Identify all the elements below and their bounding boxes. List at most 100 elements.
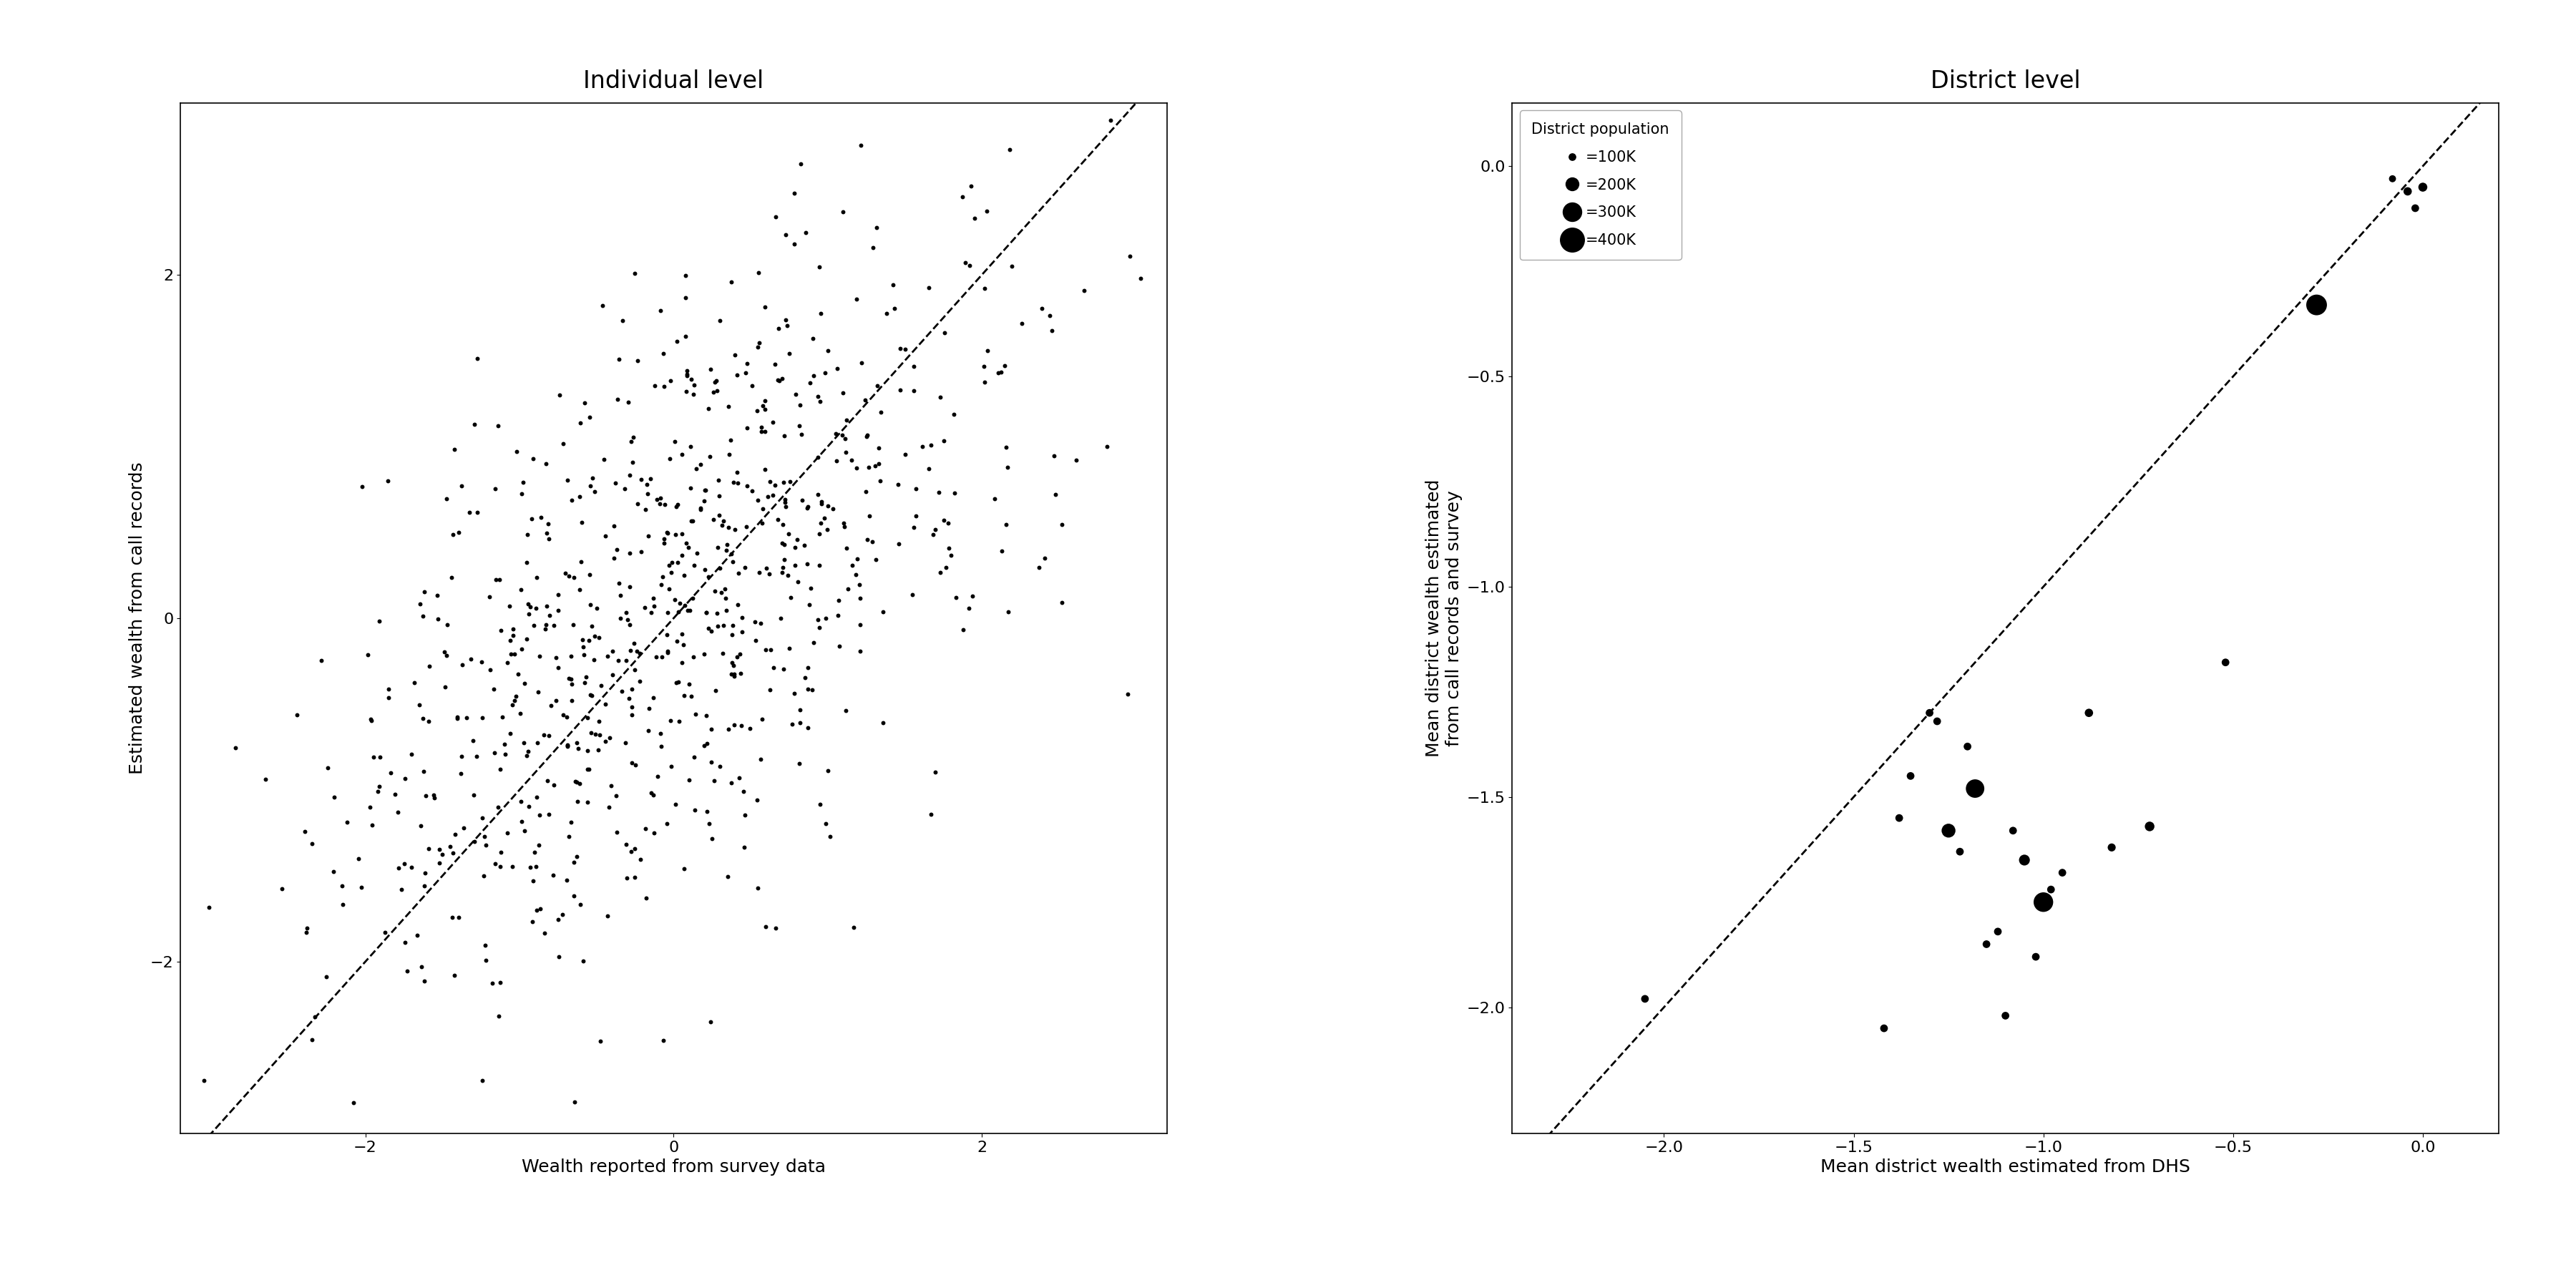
Point bbox=[518, 835, 559, 855]
Point bbox=[786, 667, 827, 688]
Point bbox=[554, 853, 595, 873]
Point bbox=[685, 733, 726, 753]
Point bbox=[294, 1007, 335, 1028]
Point bbox=[963, 357, 1005, 377]
Point bbox=[788, 497, 829, 518]
Point bbox=[927, 513, 969, 533]
Point bbox=[551, 489, 592, 510]
Point bbox=[554, 567, 595, 587]
Point bbox=[685, 480, 726, 501]
Point bbox=[806, 496, 848, 516]
Point bbox=[860, 402, 902, 422]
Point bbox=[500, 703, 541, 724]
Point bbox=[729, 717, 770, 738]
Point bbox=[559, 413, 600, 434]
Point bbox=[634, 587, 675, 608]
Point bbox=[487, 652, 528, 672]
Point bbox=[703, 616, 744, 636]
Point bbox=[577, 598, 618, 618]
Point bbox=[513, 871, 554, 891]
Point bbox=[636, 489, 677, 510]
Point bbox=[703, 511, 744, 532]
Point bbox=[350, 708, 392, 729]
Point bbox=[358, 781, 399, 801]
Point bbox=[502, 732, 544, 752]
Point bbox=[541, 904, 582, 925]
Point bbox=[634, 688, 675, 708]
Point bbox=[621, 469, 662, 489]
Point bbox=[479, 569, 520, 590]
Point bbox=[595, 473, 636, 493]
Point bbox=[698, 470, 739, 491]
Point bbox=[641, 574, 683, 595]
Point bbox=[572, 468, 613, 488]
Point bbox=[654, 590, 696, 611]
Point bbox=[515, 857, 556, 877]
Point bbox=[755, 207, 796, 228]
Point bbox=[307, 966, 348, 987]
Point bbox=[750, 471, 791, 492]
Point bbox=[909, 435, 951, 456]
Point bbox=[556, 732, 598, 752]
Point bbox=[1909, 702, 1950, 723]
Point bbox=[672, 375, 714, 395]
Point bbox=[690, 828, 732, 849]
Legend: =100K, =200K, =300K, =400K: =100K, =200K, =300K, =400K bbox=[1520, 111, 1682, 260]
Point bbox=[453, 831, 495, 851]
Point bbox=[520, 899, 562, 920]
Point bbox=[283, 822, 325, 842]
Point bbox=[786, 498, 827, 519]
Point bbox=[611, 752, 652, 773]
Point bbox=[538, 947, 580, 967]
Point bbox=[672, 587, 714, 608]
Point bbox=[502, 639, 544, 659]
Point bbox=[644, 495, 685, 515]
Point bbox=[214, 738, 255, 759]
Point bbox=[340, 477, 381, 497]
Point bbox=[765, 492, 806, 513]
Point bbox=[554, 1091, 595, 1112]
Point bbox=[1030, 305, 1072, 326]
Point bbox=[737, 489, 778, 510]
Point bbox=[716, 647, 757, 667]
Point bbox=[840, 352, 881, 372]
Point bbox=[580, 1030, 621, 1051]
Point bbox=[690, 359, 732, 380]
Point bbox=[698, 756, 739, 777]
Point bbox=[469, 659, 510, 680]
Point bbox=[461, 1070, 502, 1091]
Point bbox=[796, 386, 837, 407]
Point bbox=[616, 641, 657, 662]
Point bbox=[641, 737, 683, 757]
Point bbox=[750, 640, 791, 661]
Point bbox=[863, 601, 904, 622]
Point bbox=[832, 917, 873, 938]
Point bbox=[528, 804, 569, 824]
Point bbox=[672, 384, 714, 404]
Point bbox=[569, 475, 611, 496]
Point bbox=[626, 887, 667, 908]
Point bbox=[464, 866, 505, 886]
Point bbox=[708, 867, 750, 887]
Point bbox=[546, 869, 587, 890]
Point bbox=[479, 857, 520, 877]
Point bbox=[574, 649, 616, 670]
Point bbox=[848, 506, 889, 527]
Point bbox=[665, 287, 706, 308]
Point bbox=[716, 365, 757, 385]
Point bbox=[796, 447, 837, 468]
Point bbox=[778, 712, 819, 733]
Point bbox=[665, 533, 706, 554]
Point bbox=[734, 612, 775, 632]
Point bbox=[322, 876, 363, 896]
Point bbox=[654, 795, 696, 815]
Point bbox=[775, 537, 817, 558]
Point bbox=[762, 533, 804, 554]
Point bbox=[603, 310, 644, 331]
Point bbox=[505, 553, 546, 573]
Point bbox=[482, 706, 523, 726]
Point bbox=[551, 811, 592, 832]
Point bbox=[500, 580, 541, 600]
Point bbox=[711, 614, 752, 635]
Point bbox=[762, 558, 804, 578]
